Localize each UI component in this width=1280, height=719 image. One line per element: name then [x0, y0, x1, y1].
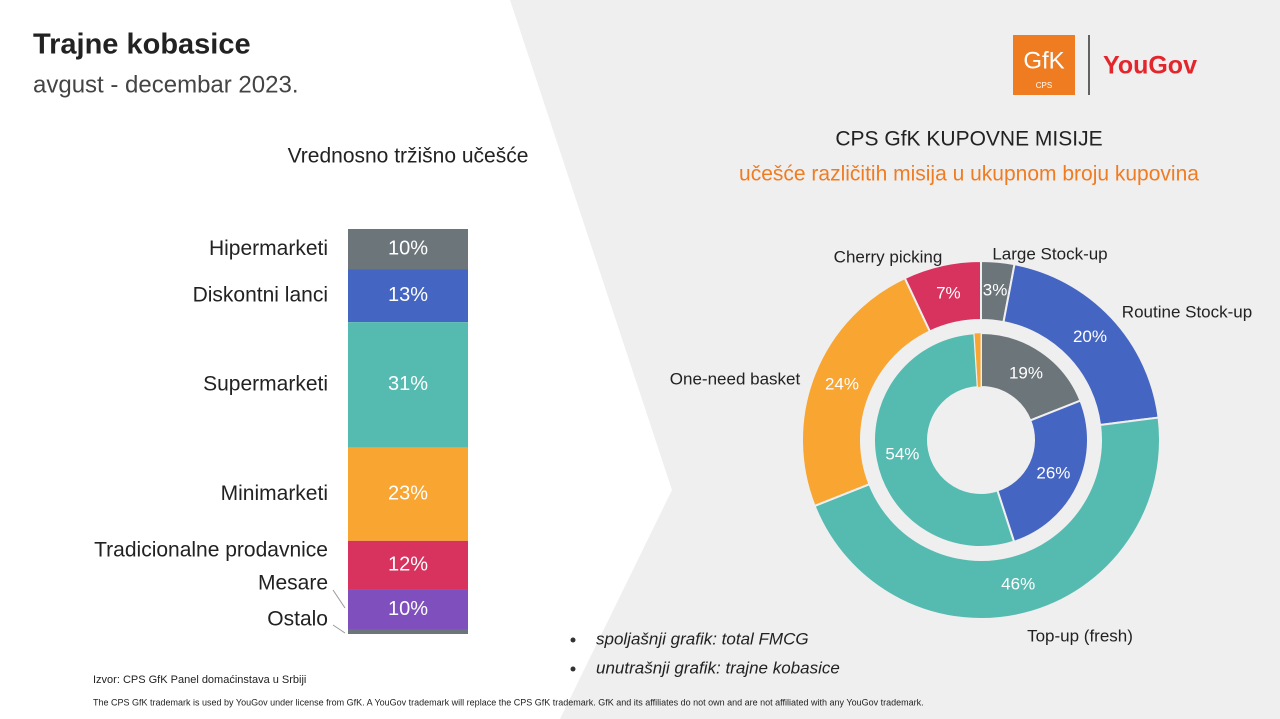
- title: Trajne kobasice: [33, 29, 251, 61]
- gfk-logo-text: GfK: [1023, 47, 1064, 74]
- legend-entry: spoljašnji grafik: total FMCG: [596, 629, 809, 648]
- yougov-logo: YouGov: [1103, 52, 1197, 80]
- data-label: 24%: [825, 374, 859, 393]
- data-label: 7%: [936, 284, 961, 303]
- category-label: Tradicionalne prodavnice: [94, 539, 328, 562]
- donut-subtitle: učešće različitih misija u ukupnom broju…: [739, 163, 1199, 186]
- bullet: [570, 666, 576, 672]
- bar-segment: [348, 447, 468, 541]
- data-label: 31%: [388, 373, 428, 395]
- bar-segment: [348, 540, 468, 590]
- donut-slice: [996, 399, 1089, 544]
- data-label: 10%: [388, 598, 428, 620]
- connector: [332, 624, 346, 634]
- data-label: 3%: [983, 281, 1008, 300]
- bar-segment: [348, 322, 468, 448]
- category-label: Large Stock-up: [992, 244, 1107, 263]
- source: Izvor: CPS GfK Panel domaćinstava u Srbi…: [93, 674, 306, 686]
- data-label: 20%: [1073, 327, 1107, 346]
- connector: [332, 589, 346, 609]
- category-label: One-need basket: [670, 369, 801, 388]
- bar-segment: [348, 269, 468, 323]
- data-label: 12%: [388, 553, 428, 575]
- data-label: 19%: [1009, 363, 1043, 382]
- category-label: Routine Stock-up: [1122, 302, 1252, 321]
- gfk-logo: [1013, 35, 1075, 95]
- bar-segment: [348, 629, 468, 634]
- category-label: Mesare: [258, 572, 328, 595]
- category-label: Supermarketi: [203, 372, 328, 395]
- donut-slice: [801, 276, 932, 508]
- legend-entry: unutrašnji grafik: trajne kobasice: [596, 658, 840, 677]
- category-label: Minimarketi: [221, 482, 328, 505]
- data-label: 54%: [885, 444, 919, 463]
- category-label: Ostalo: [267, 608, 328, 631]
- bullet: [570, 637, 576, 643]
- category-label: Diskontni lanci: [193, 283, 328, 306]
- data-label: 13%: [388, 284, 428, 306]
- disclaimer: The CPS GfK trademark is used by YouGov …: [93, 697, 924, 707]
- data-label: 23%: [388, 483, 428, 505]
- donut-slice: [872, 332, 1016, 548]
- subtitle: avgust - decembar 2023.: [33, 71, 299, 98]
- category-label: Hipermarketi: [209, 237, 328, 260]
- data-label: 10%: [388, 238, 428, 260]
- donut-slice: [813, 416, 1162, 620]
- bar-segment: [348, 589, 468, 630]
- donut-title: CPS GfK KUPOVNE MISIJE: [835, 128, 1102, 151]
- category-label: Top-up (fresh): [1027, 626, 1133, 645]
- cps-logo-text: CPS: [1036, 81, 1052, 90]
- category-label: Cherry picking: [834, 247, 943, 266]
- bar-segment: [348, 229, 468, 270]
- bar-chart-title: Vrednosno tržišno učešće: [288, 145, 529, 168]
- data-label: 26%: [1036, 464, 1070, 483]
- data-label: 46%: [1001, 574, 1035, 593]
- donut-slice: [903, 259, 982, 333]
